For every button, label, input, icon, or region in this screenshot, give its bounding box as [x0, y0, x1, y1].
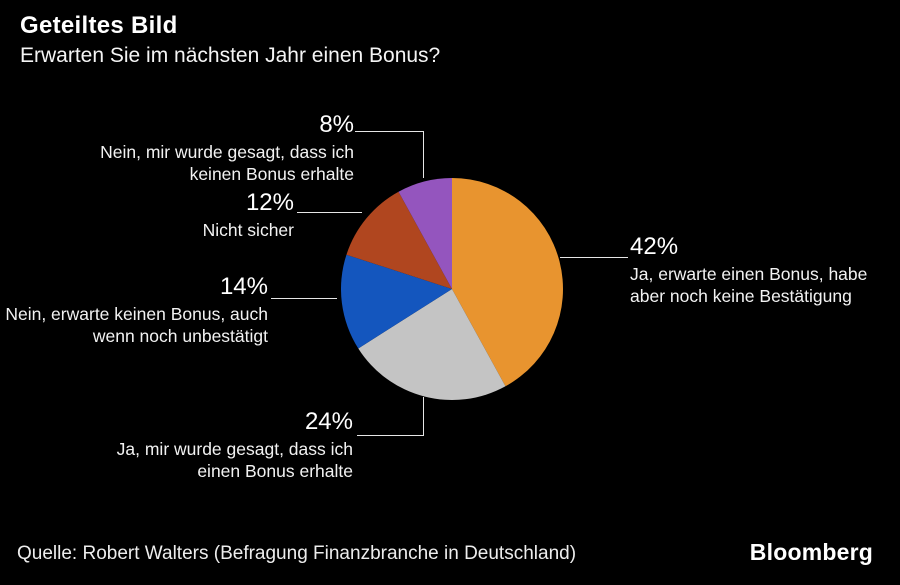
pie-slice-12pct [346, 191, 452, 289]
pie-chart [341, 178, 563, 400]
source-attribution: Quelle: Robert Walters (Befragung Finanz… [17, 543, 577, 564]
callout-14pct: 14% Nein, erwarte keinen Bonus, auch wen… [0, 274, 268, 347]
pie-slice-14pct [341, 254, 452, 349]
pct-label-42: 42% [630, 233, 679, 260]
leader-line-42pct [560, 257, 628, 258]
leader-line-12pct [297, 212, 362, 213]
pie-slice-42pct [452, 178, 563, 387]
pct-label-24: 24% [304, 408, 353, 435]
callout-8pct: 8% Nein, mir wurde gesagt, dass ich kein… [54, 112, 354, 185]
chart-title: Geteiltes Bild [20, 12, 178, 39]
pct-label-8: 8% [319, 111, 354, 138]
leader-line-24pct [357, 397, 424, 436]
slice-description-24: Ja, mir wurde gesagt, dass ich einen Bon… [116, 439, 353, 481]
pie-slice-8pct [398, 178, 452, 289]
leader-line-14pct [271, 298, 337, 299]
chart-subtitle: Erwarten Sie im nächsten Jahr einen Bonu… [20, 44, 441, 67]
slice-description-8: Nein, mir wurde gesagt, dass ich keinen … [100, 142, 354, 184]
pct-label-14: 14% [219, 273, 268, 300]
callout-42pct: 42% Ja, erwarte einen Bonus, habe aber n… [630, 234, 900, 307]
pie-slice-24pct [358, 289, 506, 400]
leader-line-8pct [355, 131, 424, 178]
bloomberg-logo: Bloomberg [749, 539, 873, 565]
pct-label-12: 12% [245, 189, 294, 216]
callout-12pct: 12% Nicht sicher [54, 190, 294, 241]
slice-description-42: Ja, erwarte einen Bonus, habe aber noch … [630, 264, 868, 306]
slice-description-14: Nein, erwarte keinen Bonus, auch wenn no… [5, 304, 268, 346]
slice-description-12: Nicht sicher [202, 220, 294, 240]
callout-24pct: 24% Ja, mir wurde gesagt, dass ich einen… [53, 409, 353, 482]
